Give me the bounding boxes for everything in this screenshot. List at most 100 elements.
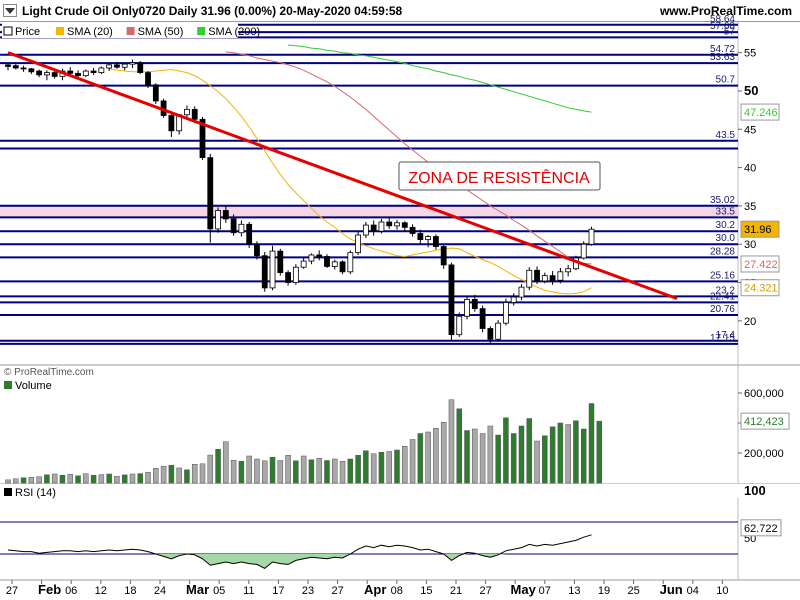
volume-bar — [518, 425, 525, 484]
candle — [207, 153, 214, 243]
candle-body — [75, 72, 81, 77]
chart-menu-icon[interactable] — [3, 4, 17, 17]
volume-bar — [90, 474, 97, 484]
rsi-line — [7, 534, 592, 569]
candle — [355, 231, 362, 255]
volume-bar — [75, 475, 81, 484]
volume-bar — [285, 455, 291, 484]
candle — [331, 259, 338, 270]
price-ytick-label: 40 — [744, 163, 756, 175]
candle-body — [269, 250, 276, 289]
volume-bar — [565, 424, 571, 484]
sma20-last-tag-box — [740, 279, 780, 297]
candle — [557, 267, 564, 284]
volume-bar — [308, 459, 315, 484]
candle-body — [5, 64, 11, 67]
candle-body — [534, 269, 540, 282]
rsi-legend: RSI (14) — [4, 487, 56, 499]
level-label: 54.72 — [710, 44, 735, 55]
price-ytick-label: 45 — [744, 124, 756, 136]
xtick-label: 19 — [598, 585, 610, 597]
candle-body — [106, 64, 113, 69]
candle-body — [292, 266, 299, 283]
candle — [518, 284, 525, 301]
candle — [316, 250, 323, 261]
volume-bar — [440, 422, 447, 484]
candle-body — [36, 70, 43, 76]
candle — [44, 70, 50, 81]
volume-bar — [549, 426, 556, 484]
candle-body — [20, 67, 27, 70]
volume-last-tag-box — [740, 412, 790, 430]
legend-swatch — [4, 381, 12, 389]
volume-bar — [425, 431, 431, 484]
sma200-last-tag: 47.246 — [744, 107, 778, 119]
volume-bar — [230, 459, 237, 484]
candle — [464, 296, 470, 320]
volume-bar — [464, 430, 470, 484]
candle-body — [557, 271, 564, 281]
level-label: 53.63 — [710, 52, 735, 63]
candle-body — [526, 269, 533, 288]
candle — [448, 262, 455, 342]
candle-body — [277, 250, 284, 273]
level-label: 20.76 — [710, 304, 735, 315]
candle-body — [12, 65, 19, 69]
candle — [425, 235, 432, 248]
volume-bar — [402, 446, 408, 484]
price-ytick-label: 55 — [744, 48, 756, 60]
volume-bar — [557, 422, 564, 484]
volume-bar — [153, 468, 159, 484]
sma20-last-tag: 24.321 — [744, 283, 778, 295]
volume-bar — [596, 420, 603, 484]
legend-label: SMA (20) — [67, 26, 113, 38]
candle-body — [503, 302, 509, 324]
candle — [145, 71, 151, 88]
candle-body — [425, 236, 432, 241]
candle — [580, 241, 587, 260]
candle — [254, 241, 260, 260]
candle-body — [541, 275, 548, 282]
candle-body — [152, 84, 159, 102]
xtick-label: 05 — [213, 585, 225, 597]
candle — [121, 62, 128, 71]
candle — [285, 270, 291, 286]
candle-body — [285, 272, 291, 283]
legend-swatch — [56, 27, 64, 35]
candle-body — [44, 72, 50, 76]
candle-body — [316, 254, 323, 257]
candle-body — [518, 286, 525, 298]
candle — [347, 250, 354, 275]
candle — [184, 105, 190, 119]
sma50-last-tag-box — [740, 255, 780, 273]
candle-body — [145, 72, 151, 86]
site-url[interactable]: www.ProRealTime.com — [659, 4, 792, 18]
candle — [114, 61, 120, 69]
level-label: 25.16 — [710, 270, 735, 281]
candle — [440, 244, 447, 269]
price-ytick-label: 30 — [744, 239, 756, 251]
price-ytick-label: 20 — [744, 316, 756, 328]
candle — [394, 219, 400, 230]
candle — [549, 271, 556, 285]
volume-bar — [363, 450, 369, 484]
candle-body — [254, 243, 260, 257]
candle — [479, 305, 486, 333]
candle — [36, 69, 43, 78]
candle — [277, 248, 284, 276]
candle — [261, 251, 268, 292]
volume-bar — [199, 463, 206, 484]
candle-body — [339, 261, 346, 273]
volume-bar — [277, 460, 284, 484]
level-label: 57 — [724, 26, 736, 37]
candle-body — [230, 218, 237, 234]
xtick-label: 25 — [627, 585, 639, 597]
volume-bar — [580, 428, 587, 484]
candle-body — [440, 246, 447, 266]
candle-body — [565, 268, 572, 273]
candle — [417, 229, 424, 244]
sma50-line — [225, 51, 592, 265]
xtick-label: 27 — [331, 585, 343, 597]
candle — [510, 293, 517, 306]
volume-bar — [386, 451, 392, 484]
